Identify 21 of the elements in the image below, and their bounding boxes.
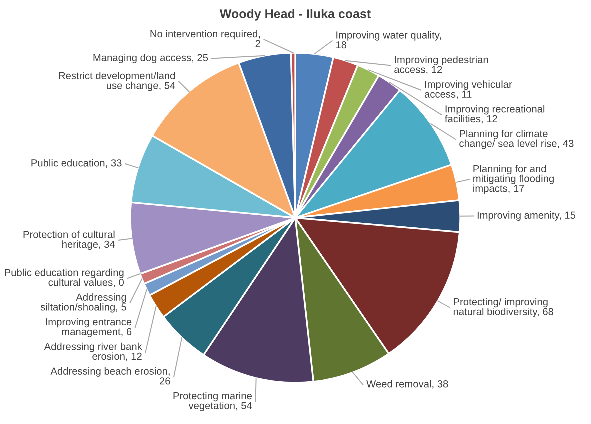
slice-label: No intervention required, 2 — [150, 30, 260, 48]
slice-label: Improving recreational facilities, 12 — [445, 105, 545, 124]
slice-label: Improving entrance management, 6 — [46, 318, 132, 338]
slice-label: Restrict development/land use change, 54 — [59, 72, 176, 92]
slice-label: Improving amenity, 15 — [478, 212, 576, 221]
slice-label: Protecting marine vegetation, 54 — [174, 392, 252, 412]
chart-title: Woody Head - Iluka coast — [220, 9, 371, 21]
legend-label: Public education regarding cultural values, 0 — [5, 268, 124, 288]
slice-label: Protection of cultural heritage, 34 — [24, 230, 116, 250]
slice-label: Improving vehicular access, 11 — [424, 80, 512, 100]
slice-label: Addressing siltation/shoaling, 5 — [40, 294, 126, 313]
slice-label: Improving pedestrian access, 12 — [394, 56, 488, 74]
slice-label: Public education, 33 — [32, 159, 122, 168]
slice-label: Planning for climate change/ sea level rise, 43 — [460, 130, 574, 150]
slice-label: Planning for and mitigating flooding impacts, 17 — [474, 165, 554, 194]
slice-label: Improving water quality, 18 — [336, 31, 442, 49]
slice-label: Addressing beach erosion, 26 — [50, 367, 170, 385]
slice-label: Addressing river bank erosion, 12 — [44, 342, 142, 362]
slice-label: Managing dog access, 25 — [94, 54, 208, 64]
slice-label: Weed removal, 38 — [366, 380, 448, 389]
slice-label: Protecting/ improving natural biodiversity, 68 — [454, 298, 554, 318]
